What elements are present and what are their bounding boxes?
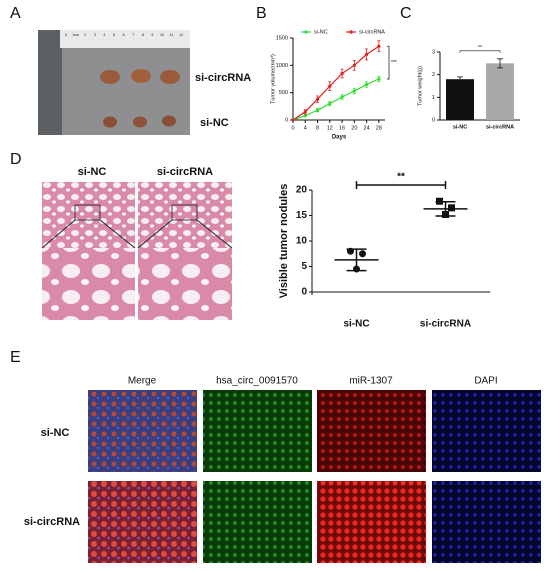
panel-letter: B bbox=[256, 5, 267, 22]
x-tick-label: 16 bbox=[339, 125, 345, 131]
y-axis-label: Tumor weight(g) bbox=[417, 66, 423, 106]
ruler-label: 9 bbox=[151, 33, 153, 37]
ruler-label: 8 bbox=[142, 33, 144, 37]
series-line bbox=[292, 45, 380, 121]
image-label: si-circRNA bbox=[157, 166, 213, 178]
y-tick-label: 3 bbox=[432, 49, 435, 55]
x-tick-label: 0 bbox=[291, 125, 294, 131]
row-label: si-circRNA bbox=[24, 516, 80, 528]
row-label: si-NC bbox=[41, 427, 70, 439]
data-point bbox=[448, 204, 455, 212]
significance-bracket bbox=[387, 45, 390, 80]
data-point bbox=[328, 102, 332, 106]
data-point bbox=[340, 95, 344, 99]
y-axis-label: Visible tumor nodules bbox=[278, 184, 290, 299]
data-point bbox=[303, 110, 307, 114]
y-tick-label: 10 bbox=[296, 236, 308, 247]
significance-label: *** bbox=[391, 60, 397, 66]
significance-label: ** bbox=[478, 45, 482, 51]
data-point bbox=[315, 108, 320, 112]
column-header: hsa_circ_0091570 bbox=[216, 376, 298, 387]
x-axis-label: Days bbox=[332, 135, 347, 141]
x-tick-label: 28 bbox=[376, 125, 382, 131]
data-point bbox=[328, 84, 332, 88]
data-point bbox=[303, 114, 307, 118]
significance-label: ** bbox=[397, 172, 405, 183]
y-tick-label: 2 bbox=[432, 72, 435, 78]
y-tick-label: 20 bbox=[296, 185, 308, 196]
data-point bbox=[377, 44, 381, 48]
y-axis-label: Tumor volume(mm³) bbox=[270, 54, 276, 104]
ruler-label: 6 bbox=[123, 33, 125, 37]
bar bbox=[446, 79, 474, 120]
data-point bbox=[436, 197, 443, 205]
data-point bbox=[340, 71, 344, 76]
data-point bbox=[365, 82, 369, 87]
data-point bbox=[442, 210, 449, 218]
column-header: miR-1307 bbox=[349, 376, 393, 387]
data-point bbox=[359, 250, 366, 258]
y-tick-label: 15 bbox=[296, 210, 308, 221]
ruler-label: 5 bbox=[113, 33, 115, 37]
ruler-label: 11 bbox=[170, 33, 174, 37]
column-header: Merge bbox=[128, 376, 157, 387]
ruler-label: 2 bbox=[84, 33, 86, 37]
panel-letter: E bbox=[10, 349, 21, 366]
data-point bbox=[291, 118, 295, 122]
bar bbox=[486, 63, 514, 120]
y-tick-label: 500 bbox=[279, 90, 288, 96]
y-tick-label: 0 bbox=[432, 117, 435, 123]
y-tick-label: 0 bbox=[301, 287, 307, 298]
data-point bbox=[347, 247, 354, 255]
x-tick-label: si-circRNA bbox=[486, 124, 514, 130]
y-tick-label: 0 bbox=[285, 117, 288, 123]
ruler-label: 12 bbox=[179, 33, 183, 37]
x-tick-label: 20 bbox=[351, 125, 357, 131]
column-header: DAPI bbox=[474, 376, 497, 387]
image-label: si-NC bbox=[78, 166, 107, 178]
ruler-label: 4 bbox=[103, 33, 105, 37]
panel-letter: D bbox=[10, 151, 22, 168]
group-label: si-NC bbox=[200, 117, 229, 129]
significance-bracket bbox=[459, 50, 501, 53]
x-tick-label: 8 bbox=[316, 125, 319, 131]
data-point bbox=[353, 265, 360, 273]
y-tick-label: 1500 bbox=[276, 35, 288, 41]
legend-marker bbox=[304, 30, 308, 34]
ruler-label: 0 bbox=[65, 33, 67, 37]
x-tick-label: si-circRNA bbox=[420, 319, 471, 330]
y-tick-label: 1000 bbox=[276, 63, 288, 69]
data-point bbox=[352, 63, 356, 67]
series-line bbox=[292, 78, 380, 121]
x-tick-label: si-NC bbox=[453, 124, 467, 130]
y-tick-label: 5 bbox=[301, 261, 307, 272]
fluorescence-grid bbox=[88, 390, 541, 563]
legend-label: si-circRNA bbox=[359, 29, 385, 35]
x-tick-label: 24 bbox=[364, 125, 370, 131]
group-label: si-circRNA bbox=[195, 72, 251, 84]
x-tick-label: si-NC bbox=[343, 319, 369, 330]
data-point bbox=[377, 77, 381, 81]
ruler-label: 3 bbox=[94, 33, 96, 37]
ruler-label: 1cm bbox=[72, 33, 79, 37]
x-tick-label: 4 bbox=[304, 125, 307, 131]
panel-letter: C bbox=[400, 5, 412, 22]
data-point bbox=[352, 89, 356, 93]
data-point bbox=[315, 97, 320, 101]
panel-letter: A bbox=[10, 5, 21, 22]
tumor-photo bbox=[38, 30, 190, 135]
ruler-label: 10 bbox=[160, 33, 164, 37]
legend-label: si-NC bbox=[314, 29, 328, 35]
y-tick-label: 1 bbox=[432, 95, 435, 101]
data-point bbox=[365, 52, 369, 57]
histology bbox=[41, 182, 233, 320]
legend-marker bbox=[349, 30, 353, 34]
ruler-label: 7 bbox=[132, 33, 134, 37]
x-tick-label: 12 bbox=[327, 125, 333, 131]
